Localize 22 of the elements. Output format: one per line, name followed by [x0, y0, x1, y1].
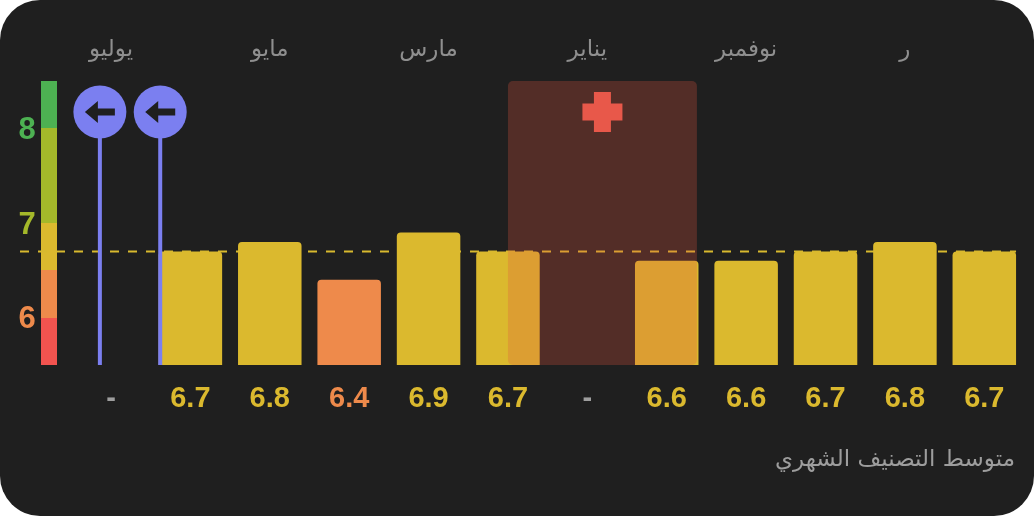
x-tick-label: يناير [566, 35, 608, 62]
x-tick-label: نوفمبر [714, 35, 778, 62]
data-label: 6.6 [646, 381, 687, 413]
data-label: 6.7 [805, 381, 846, 413]
x-tick-label: مارس [399, 35, 458, 62]
x-tick-label: يوليو [87, 35, 134, 62]
text: - [106, 381, 116, 413]
data-label: 6.7 [487, 381, 529, 413]
y-tick-label: 7 [18, 205, 36, 241]
x-tick-label: ر [898, 35, 911, 62]
data-label: 6.6 [725, 381, 767, 413]
data-label: 6.7 [964, 381, 1005, 413]
data-label: 6.8 [249, 381, 290, 413]
text: متوسط التصنيف الشهري [774, 445, 1015, 472]
text: - [582, 381, 593, 413]
y-tick-label: 8 [18, 110, 36, 146]
data-label: 6.9 [408, 381, 449, 413]
data-label: 6.4 [329, 381, 370, 413]
data-label: 6.8 [884, 381, 926, 413]
x-tick-label: مايو [249, 35, 289, 62]
data-label: 6.7 [170, 381, 211, 413]
y-tick-label: 6 [18, 300, 36, 336]
